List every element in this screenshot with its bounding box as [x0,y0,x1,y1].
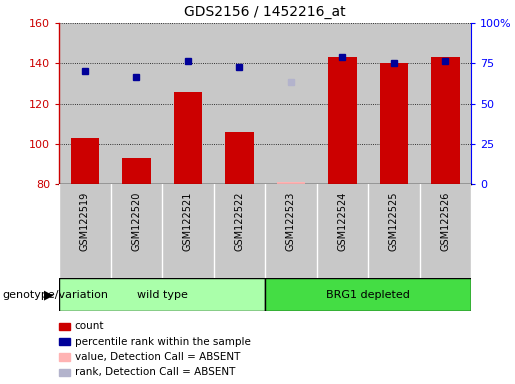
Bar [420,184,471,278]
Bar [59,353,70,361]
Bar [420,23,471,184]
Text: genotype/variation: genotype/variation [3,290,109,300]
Text: rank, Detection Call = ABSENT: rank, Detection Call = ABSENT [75,367,235,377]
Bar [111,184,162,278]
Bar [265,278,471,311]
Bar [162,184,214,278]
Text: GSM122525: GSM122525 [389,192,399,252]
Bar [380,63,408,184]
Bar [59,278,265,311]
Text: GSM122521: GSM122521 [183,192,193,251]
Bar [226,132,253,184]
Bar [59,184,111,278]
Text: GSM122519: GSM122519 [80,192,90,251]
Text: ▶: ▶ [44,288,54,301]
Text: count: count [75,321,104,331]
Text: GSM122526: GSM122526 [440,192,451,251]
Bar [214,23,265,184]
Bar [162,23,214,184]
Text: percentile rank within the sample: percentile rank within the sample [75,337,250,347]
Text: wild type: wild type [137,290,187,300]
Bar [59,323,70,330]
Text: GSM122524: GSM122524 [337,192,348,251]
Text: GSM122522: GSM122522 [234,192,245,252]
Bar [71,138,99,184]
Bar [368,184,420,278]
Title: GDS2156 / 1452216_at: GDS2156 / 1452216_at [184,5,346,19]
Text: BRG1 depleted: BRG1 depleted [327,290,410,300]
Bar [174,92,202,184]
Bar [265,23,317,184]
Bar [317,184,368,278]
Text: GSM122520: GSM122520 [131,192,142,251]
Text: GSM122523: GSM122523 [286,192,296,251]
Bar [59,338,70,346]
Bar [317,23,368,184]
Bar [111,23,162,184]
Bar [214,184,265,278]
Bar [59,369,70,376]
Bar [277,182,305,184]
Bar [59,23,111,184]
Bar [265,184,317,278]
Bar [329,57,356,184]
Text: value, Detection Call = ABSENT: value, Detection Call = ABSENT [75,352,240,362]
Bar [431,57,459,184]
Bar [368,23,420,184]
Bar [123,158,150,184]
